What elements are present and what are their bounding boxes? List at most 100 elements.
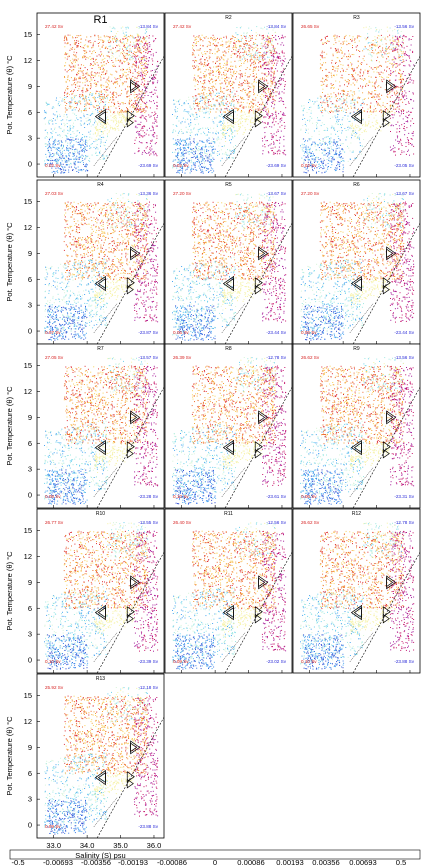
scatter-point xyxy=(270,26,272,28)
scatter-point xyxy=(260,56,262,58)
scatter-point xyxy=(44,129,46,131)
scatter-point xyxy=(230,104,232,106)
scatter-point xyxy=(228,51,229,53)
scatter-point xyxy=(209,142,211,144)
scatter-point xyxy=(108,56,110,58)
scatter-point xyxy=(54,159,56,161)
scatter-point xyxy=(399,55,401,57)
scatter-point xyxy=(54,140,56,142)
scatter-point xyxy=(116,40,118,42)
scatter-point xyxy=(281,65,283,67)
scatter-point xyxy=(69,105,71,107)
scatter-point xyxy=(313,155,315,157)
scatter-point xyxy=(78,158,80,160)
scatter-point xyxy=(68,130,70,132)
scatter-point xyxy=(201,82,203,84)
scatter-point xyxy=(125,72,127,73)
scatter-point xyxy=(89,74,91,76)
scatter-point xyxy=(188,147,189,149)
scatter-point xyxy=(125,81,127,83)
scatter-point xyxy=(219,105,221,107)
scatter-point xyxy=(154,102,155,104)
scatter-point xyxy=(102,64,104,66)
scatter-point xyxy=(254,77,256,79)
scatter-point xyxy=(54,128,55,130)
scatter-point xyxy=(74,119,76,121)
scatter-point xyxy=(64,65,66,67)
scatter-point xyxy=(208,89,210,91)
scatter-point xyxy=(261,111,263,113)
scatter-point xyxy=(223,92,225,94)
scatter-point xyxy=(278,97,280,99)
scatter-point xyxy=(112,128,114,130)
scatter-point xyxy=(209,44,211,46)
scatter-point xyxy=(55,141,57,143)
scatter-point xyxy=(84,105,86,107)
scatter-point xyxy=(221,146,223,147)
scatter-point xyxy=(55,132,57,134)
scatter-point xyxy=(214,105,216,107)
scatter-point xyxy=(234,111,236,113)
scatter-point xyxy=(90,59,92,60)
scatter-point xyxy=(334,167,336,169)
scatter-point xyxy=(119,114,121,116)
scatter-point xyxy=(143,51,145,53)
scatter-point xyxy=(230,69,231,71)
transport-positive-lower: 0.02 Sv xyxy=(173,163,189,168)
scatter-point xyxy=(196,118,198,120)
scatter-point xyxy=(264,143,266,145)
scatter-point xyxy=(98,121,100,123)
scatter-point xyxy=(263,37,265,38)
scatter-point xyxy=(310,156,312,157)
scatter-point xyxy=(375,110,377,112)
scatter-point xyxy=(61,141,63,143)
scatter-point xyxy=(122,73,124,75)
scatter-point xyxy=(103,122,105,124)
scatter-point xyxy=(224,62,226,64)
scatter-point xyxy=(215,111,217,113)
scatter-point xyxy=(107,116,109,118)
scatter-point xyxy=(120,52,122,54)
scatter-point xyxy=(253,80,255,82)
scatter-point xyxy=(246,33,248,35)
scatter-point xyxy=(393,150,395,152)
scatter-point xyxy=(94,118,96,120)
scatter-point xyxy=(72,36,73,38)
scatter-point xyxy=(155,89,157,91)
scatter-point xyxy=(194,161,196,163)
scatter-point xyxy=(238,126,240,127)
scatter-point xyxy=(123,52,125,54)
scatter-point xyxy=(78,88,80,90)
scatter-point xyxy=(117,78,119,80)
scatter-point xyxy=(48,138,50,140)
scatter-point xyxy=(229,127,231,129)
scatter-point xyxy=(254,53,256,55)
scatter-point xyxy=(238,99,240,101)
scatter-point xyxy=(85,52,87,54)
scatter-point xyxy=(115,107,117,109)
scatter-point xyxy=(94,79,96,81)
scatter-point xyxy=(275,113,277,115)
scatter-point xyxy=(194,118,196,120)
scatter-point xyxy=(97,133,99,135)
scatter-point xyxy=(117,125,119,127)
scatter-point xyxy=(232,150,234,151)
scatter-point xyxy=(106,155,108,157)
scatter-point xyxy=(243,99,245,100)
scatter-point xyxy=(193,116,195,118)
scatter-point xyxy=(84,165,86,167)
scatter-point xyxy=(210,167,212,169)
scatter-point xyxy=(123,54,124,56)
scatter-point xyxy=(192,44,193,46)
scatter-point xyxy=(78,77,80,79)
scatter-point xyxy=(127,39,129,41)
scatter-point xyxy=(277,60,279,62)
scatter-point xyxy=(214,48,216,50)
scatter-point xyxy=(141,153,143,155)
scatter-point xyxy=(283,68,285,70)
scatter-point xyxy=(192,114,194,116)
scatter-point xyxy=(92,105,94,107)
scatter-point xyxy=(54,171,56,172)
scatter-point xyxy=(319,119,321,121)
scatter-point xyxy=(152,129,154,131)
